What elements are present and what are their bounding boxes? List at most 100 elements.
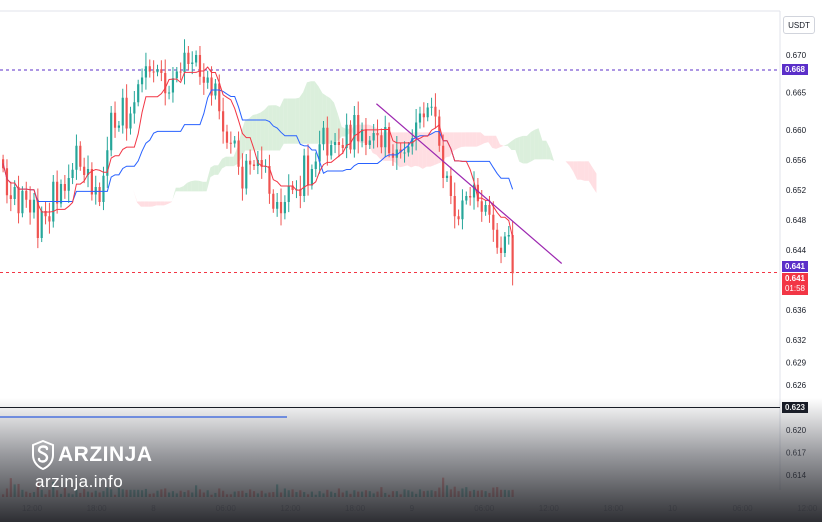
volume-bar	[14, 484, 16, 497]
cloud-segment-bull	[241, 120, 245, 158]
candle-body	[234, 141, 236, 144]
volume-bar	[156, 491, 158, 497]
time-tick-label: 06:00	[474, 504, 495, 513]
cloud-segment-bull	[114, 183, 118, 189]
volume-bar	[214, 493, 216, 497]
candle-body	[99, 187, 101, 202]
cloud-segment-bull	[180, 186, 184, 191]
cloud-segment-bear	[133, 190, 137, 203]
cloud-segment-bull	[191, 180, 195, 191]
volume-bar	[326, 490, 328, 497]
volume-bar	[415, 494, 417, 497]
cloud-segment-bull	[531, 130, 535, 162]
time-tick-label: 9	[410, 504, 415, 513]
volume-bar	[438, 488, 440, 497]
volume-bar	[195, 485, 197, 497]
candle-body	[203, 77, 205, 83]
volume-bar	[338, 488, 340, 497]
candle-body	[91, 169, 93, 195]
candle-body	[469, 196, 471, 198]
cloud-segment-bear	[145, 201, 149, 206]
volume-bar	[60, 494, 62, 497]
volume-bar	[87, 492, 89, 497]
volume-bar	[427, 491, 429, 497]
price-tick-label: 0.648	[786, 216, 807, 225]
candle-body	[41, 211, 43, 238]
price-tick-label: 0.617	[786, 449, 807, 458]
volume-bar	[71, 494, 73, 497]
cloud-segment-bear	[566, 161, 570, 165]
volume-bar	[450, 489, 452, 497]
cloud-segment-bear	[481, 132, 485, 145]
volume-bar	[411, 492, 413, 497]
volume-bar	[191, 493, 193, 498]
time-tick-label: 06:00	[216, 504, 237, 513]
candle-body	[168, 93, 170, 94]
volume-bar	[207, 490, 209, 497]
time-tick-label: 18:00	[345, 504, 366, 513]
volume-bar	[342, 493, 344, 498]
candle-body	[56, 182, 58, 204]
trendline	[376, 104, 561, 264]
volume-bar	[369, 491, 371, 497]
candle-body	[373, 133, 375, 141]
cloud-segment-bull	[126, 189, 130, 190]
cloud-segment-bull	[512, 139, 516, 150]
volume-bar	[176, 493, 178, 497]
volume-bar	[261, 491, 263, 497]
volume-bar	[322, 493, 324, 497]
candle-body	[21, 191, 23, 214]
volume-bar	[199, 489, 201, 497]
volume-bar	[376, 492, 378, 497]
volume-bar	[114, 495, 116, 497]
candle-body	[137, 84, 139, 102]
time-tick-label: 12:00	[280, 504, 301, 513]
cloud-segment-bull	[230, 157, 234, 167]
volume-bar	[334, 493, 336, 497]
volume-bar	[44, 494, 46, 497]
cloud-segment-bear	[168, 201, 172, 203]
candle-body	[454, 196, 456, 216]
volume-bar	[303, 492, 305, 497]
candle-body	[191, 63, 193, 65]
candle-body	[145, 66, 147, 77]
cloud-segment-bear	[141, 201, 145, 206]
candle-body	[10, 195, 12, 199]
volume-bar	[280, 493, 282, 498]
cloud-segment-bull	[342, 127, 346, 137]
volume-bar	[21, 490, 23, 497]
volume-bar	[365, 490, 367, 497]
volume-bar	[168, 493, 170, 498]
candle-body	[276, 202, 278, 209]
candle-body	[253, 165, 255, 167]
cloud-segment-bull	[195, 180, 199, 191]
cloud-segment-bear	[585, 161, 589, 181]
candle-body	[481, 201, 483, 212]
candle-body	[430, 107, 432, 108]
cloud-segment-bull	[299, 92, 303, 143]
volume-bar	[126, 490, 128, 497]
volume-bar	[477, 491, 479, 497]
candle-body	[334, 142, 336, 145]
candle-body	[75, 146, 77, 170]
time-tick-label: 12:00	[539, 504, 560, 513]
price-tick-label: 0.670	[786, 51, 807, 60]
cloud-segment-bull	[334, 102, 338, 143]
volume-bar	[442, 478, 444, 497]
price-tag-level-high: 0.668	[782, 64, 808, 75]
candle-body	[183, 53, 185, 73]
candle-body	[176, 72, 178, 79]
currency-label[interactable]: USDT	[783, 16, 815, 34]
candle-body	[118, 126, 120, 128]
candle-body	[446, 176, 448, 178]
volume-bar	[307, 494, 309, 497]
candle-body	[156, 69, 158, 72]
volume-bar	[346, 491, 348, 497]
time-tick-label: 12:00	[22, 504, 43, 513]
volume-bar	[423, 491, 425, 497]
candle-body	[180, 72, 182, 73]
candle-body	[349, 125, 351, 150]
candle-body	[434, 107, 436, 117]
candle-body	[126, 98, 128, 129]
